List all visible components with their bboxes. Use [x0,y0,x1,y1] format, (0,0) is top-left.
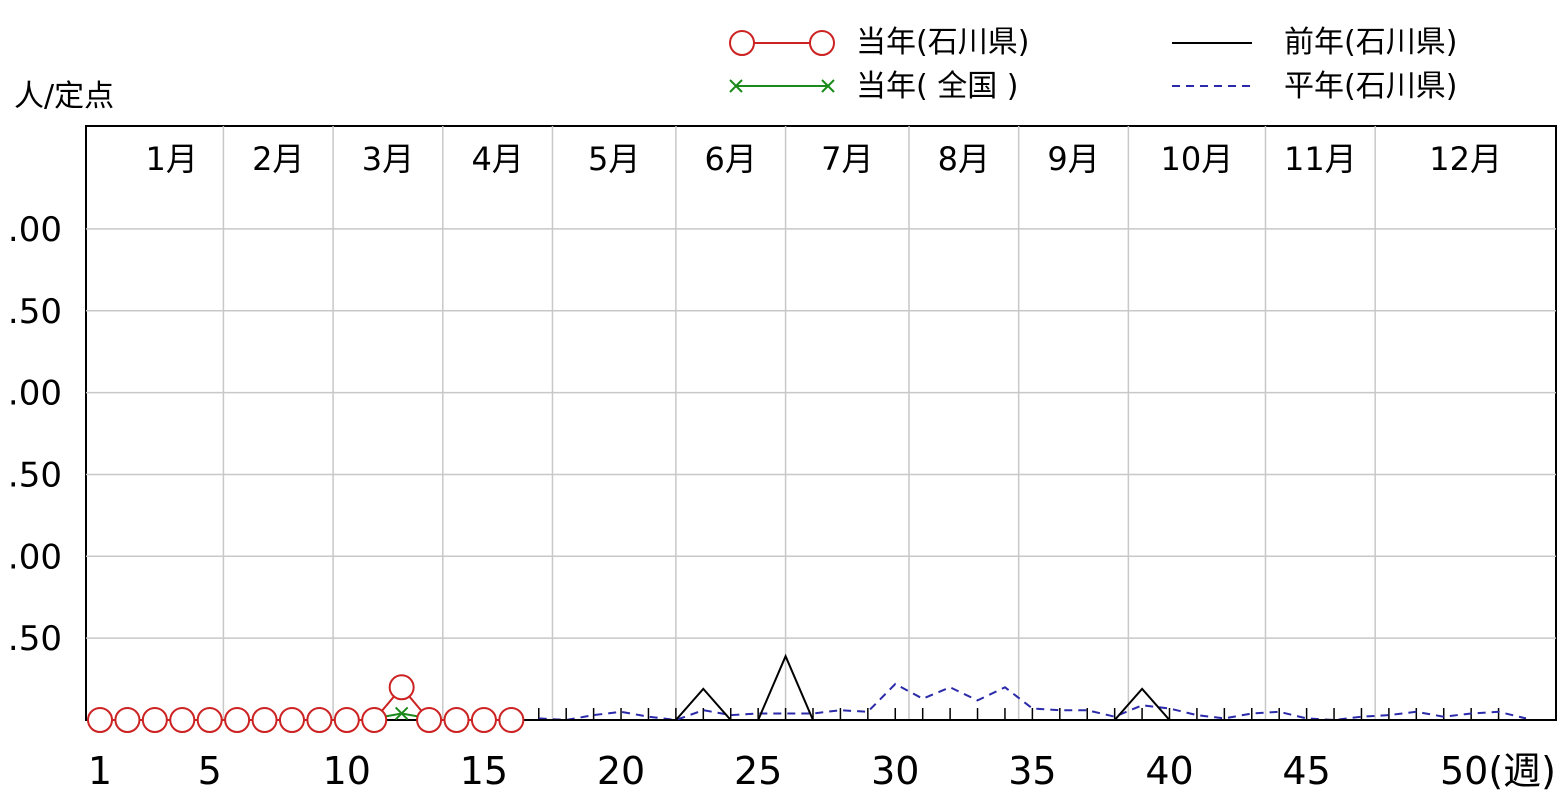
legend: 当年(石川県) 当年( 全国 ) 前年(石川県) 平年(石川県) [729,25,1457,104]
x-tick-label-30: 30 [871,749,919,793]
legend-marker-current-national-b [821,79,835,93]
y-tick-labels: .50 .00 .50 .00 .50 .00 [8,210,62,659]
legend-marker-current-national-a [729,79,743,93]
legend-label-current-national: 当年( 全国 ) [856,69,1018,104]
series [87,653,1527,733]
point-current-ishikawa-1 [87,707,113,733]
x-tick-labels: 1 5 10 15 20 25 30 35 40 45 [88,749,1331,793]
x-tick-label-5: 5 [198,749,222,793]
y-tick-label-0: .50 [8,619,62,659]
point-current-ishikawa-13 [416,707,443,733]
series-line-current-ishikawa [100,685,512,721]
y-tick-label-1: .00 [8,537,62,577]
y-tick-label-3: .00 [8,374,62,414]
x-tick-label-10: 10 [323,749,371,793]
point-current-ishikawa-2 [114,707,141,733]
point-current-ishikawa-14 [443,707,470,733]
y-axis-label: 人/定点 [14,79,114,114]
x-tick-label-45: 45 [1282,749,1330,793]
legend-item-normal-ishikawa: 平年(石川県) [1172,69,1457,104]
month-label-12: 12月 [1429,140,1502,178]
legend-item-current-national: 当年( 全国 ) [729,69,1018,104]
x-tick-label-25: 25 [734,749,782,793]
x-unit-label: 50(週) [1440,749,1556,793]
month-label-6: 6月 [705,140,757,178]
x-tick-label-1: 1 [88,749,112,793]
legend-item-current-ishikawa: 当年(石川県) [729,25,1029,60]
point-current-ishikawa-16 [498,707,525,733]
x-tick-label-35: 35 [1008,749,1056,793]
point-current-ishikawa-11 [361,707,388,733]
legend-marker-current-ishikawa-b [809,30,835,56]
legend-label-previous-ishikawa: 前年(石川県) [1284,25,1457,60]
point-current-national-12 [394,706,409,721]
month-label-4: 4月 [471,140,523,178]
point-current-ishikawa-10 [333,707,360,733]
legend-item-previous-ishikawa: 前年(石川県) [1172,25,1457,60]
x-tick-label-15: 15 [460,749,508,793]
legend-label-current-ishikawa: 当年(石川県) [856,25,1029,60]
point-current-ishikawa-15 [470,707,497,733]
point-current-ishikawa-9 [306,707,333,733]
month-label-9: 9月 [1047,140,1099,178]
plot-area [85,125,1557,721]
y-tick-label-5: .00 [8,210,62,250]
month-label-8: 8月 [938,140,990,178]
y-tick-label-2: .50 [8,455,62,495]
point-current-ishikawa-6 [224,707,251,733]
x-tick-label-40: 40 [1145,749,1193,793]
point-current-ishikawa-4 [169,707,196,733]
y-tick-label-4: .50 [8,292,62,332]
month-label-11: 11月 [1284,140,1357,178]
series-line-previous-ishikawa [538,653,1526,721]
x-tick-label-20: 20 [597,749,645,793]
month-label-10: 10月 [1161,140,1234,178]
legend-label-normal-ishikawa: 平年(石川県) [1284,69,1457,104]
month-labels: 1月 2月 3月 4月 5月 6月 7月 8月 9月 10月 11月 12月 [146,140,1502,178]
month-label-7: 7月 [821,140,873,178]
month-label-3: 3月 [362,140,414,178]
point-current-ishikawa-5 [196,707,223,733]
month-label-5: 5月 [588,140,640,178]
point-current-ishikawa-12 [388,674,415,701]
month-label-1: 1月 [146,140,198,178]
month-label-2: 2月 [252,140,304,178]
point-current-ishikawa-8 [278,707,305,733]
point-current-ishikawa-7 [251,707,278,733]
legend-marker-current-ishikawa-a [729,30,755,56]
point-current-ishikawa-3 [141,707,168,733]
